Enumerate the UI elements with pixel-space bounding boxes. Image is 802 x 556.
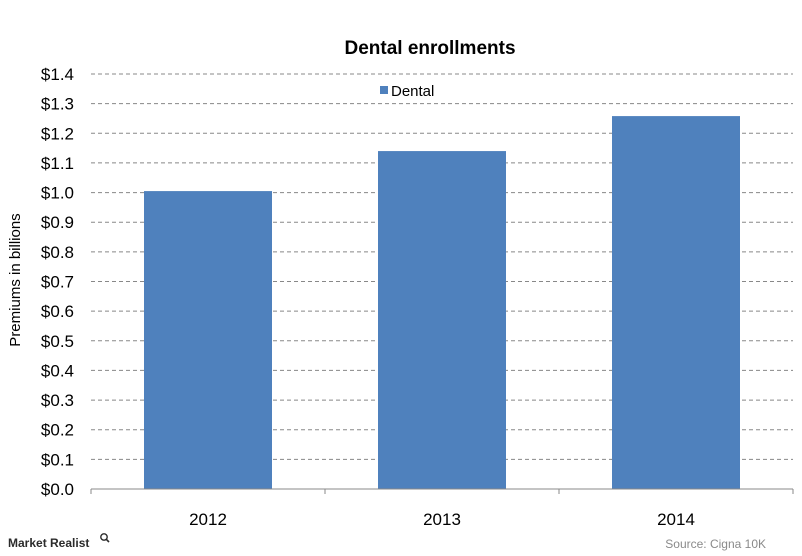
y-tick-label: $0.6	[41, 302, 74, 321]
source-note: Source: Cigna 10K	[665, 537, 766, 551]
y-tick-label: $1.2	[41, 124, 74, 143]
chart-title: Dental enrollments	[344, 38, 515, 59]
y-tick-label: $0.2	[41, 421, 74, 440]
y-axis-label: Premiums in billions	[7, 213, 24, 346]
x-tick-label: 2013	[423, 510, 461, 529]
brand-name: Market Realist	[8, 536, 89, 550]
y-tick-label: $0.3	[41, 391, 74, 410]
brand-logo: Market Realist	[8, 533, 110, 550]
y-tick-label: $1.3	[41, 95, 74, 114]
x-axis	[90, 488, 794, 494]
bar-2012	[144, 191, 272, 489]
y-tick-labels: $0.0 $0.1 $0.2 $0.3 $0.4 $0.5 $0.6 $0.7 $0.8 $0.9…	[41, 65, 74, 499]
y-tick-label: $0.4	[41, 361, 74, 380]
bars	[144, 116, 740, 490]
y-tick-label: $1.4	[41, 65, 74, 84]
legend-label: Dental	[391, 83, 434, 100]
y-tick-label: $0.8	[41, 243, 74, 262]
x-tick-label: 2012	[189, 510, 227, 529]
bar-2014	[612, 116, 740, 489]
y-tick-label: $1.0	[41, 184, 74, 203]
y-tick-label: $0.5	[41, 332, 74, 351]
magnifier-icon	[100, 533, 108, 541]
y-tick-label: $1.1	[41, 154, 74, 173]
y-tick-label: $0.9	[41, 213, 74, 232]
legend-swatch	[380, 86, 388, 94]
y-tick-label: $0.0	[41, 480, 74, 499]
magnifier-handle	[105, 538, 110, 543]
bar-2013	[378, 151, 506, 490]
x-tick-labels: 2012 2013 2014	[189, 510, 695, 529]
y-tick-label: $0.7	[41, 273, 74, 292]
x-tick-label: 2014	[657, 510, 695, 529]
y-tick-label: $0.1	[41, 450, 74, 469]
legend: Dental	[380, 83, 434, 100]
